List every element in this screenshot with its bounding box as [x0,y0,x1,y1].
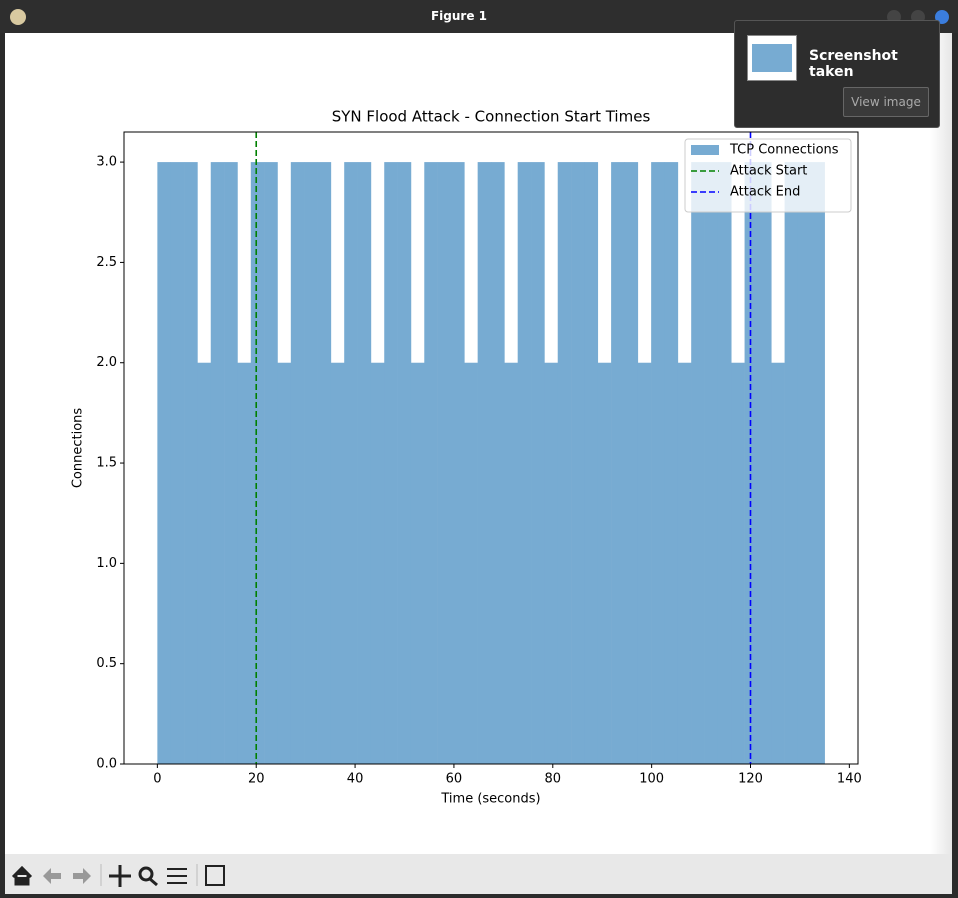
bar [290,162,305,765]
legend-label: TCP Connections [729,143,839,158]
legend-swatch [691,145,719,155]
title-bar: Figure 1 [0,0,958,33]
bar [731,362,745,764]
notification-title: Screenshot taken [809,48,898,80]
bar [757,162,772,765]
bar [504,362,518,764]
x-tick-label: 140 [837,772,862,787]
bar [744,162,759,765]
x-tick-label: 60 [446,772,463,787]
bar [370,362,385,764]
x-tick-label: 20 [248,772,265,787]
figure-edge [930,33,952,854]
bar [784,162,799,765]
bar [357,162,372,765]
chart-title: SYN Flood Attack - Connection Start Time… [332,108,651,126]
x-tick-label: 40 [347,772,364,787]
y-tick-label: 1.0 [96,556,117,571]
configure-button[interactable] [167,868,187,884]
notification: Screenshot taken View image [734,20,940,128]
bar [450,162,465,765]
legend-label: Attack End [730,185,800,200]
bar [544,362,559,764]
bar [811,162,825,765]
legend-label: Attack Start [730,164,807,179]
x-tick-label: 0 [153,772,161,787]
bar [237,362,252,764]
bar [264,162,278,765]
bar [717,162,732,765]
bar [184,162,198,765]
bar [517,162,532,765]
y-tick-label: 1.5 [96,456,117,471]
bar [437,162,452,765]
bar [224,162,238,765]
x-tick-label: 100 [639,772,664,787]
bar [771,362,785,764]
forward-button[interactable] [73,868,91,884]
bar [210,162,225,765]
bar [397,162,412,765]
bar [651,162,665,765]
y-tick-label: 2.0 [96,355,117,370]
bar [410,362,425,764]
bar [304,162,318,765]
bar [691,162,705,765]
axes-frame [123,131,859,765]
x-tick-label: 80 [545,772,562,787]
view-image-button[interactable]: View image [843,87,929,117]
bar [491,162,505,765]
bar [571,162,585,765]
y-tick-label: 0.5 [96,656,117,671]
app-icon [10,9,26,25]
bar [250,162,265,765]
bar [424,162,438,765]
bar [677,362,692,764]
bar [584,162,599,765]
save-button[interactable] [205,865,225,886]
bar [637,362,652,764]
home-button[interactable] [11,865,33,886]
zoom-button[interactable] [138,866,154,882]
y-tick-label: 2.5 [96,255,117,270]
bar [330,362,345,764]
bar [797,162,812,765]
y-tick-label: 0.0 [96,757,117,772]
pan-button[interactable] [109,865,131,887]
bar [477,162,492,765]
y-axis-label: Connections [71,408,86,489]
toolbar [5,854,952,894]
bar [557,162,572,765]
bar [384,162,398,765]
toolbar-icons [11,864,225,887]
bar [197,362,212,764]
bar [597,362,612,764]
bar [157,162,172,765]
y-tick-label: 3.0 [96,155,117,170]
thumbnail[interactable] [747,35,797,81]
bar [344,162,358,765]
bar [464,362,478,764]
zoom-handle [149,877,158,887]
bar [170,162,185,765]
bar [624,162,639,765]
legend-box [684,138,852,213]
bar [611,162,625,765]
bar [277,362,292,764]
bar [317,162,332,765]
back-button[interactable] [43,868,61,884]
bar [664,162,679,765]
bar [531,162,545,765]
x-axis-label: Time (seconds) [440,792,540,807]
x-tick-label: 120 [738,772,763,787]
bar [704,162,719,765]
window-title: Figure 1 [430,9,488,23]
